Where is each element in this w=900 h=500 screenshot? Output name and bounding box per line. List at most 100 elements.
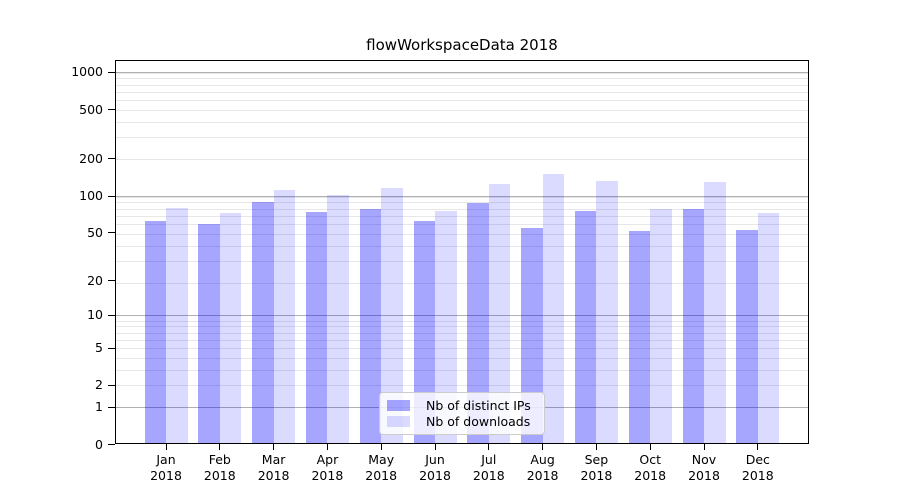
legend-swatch-ips-icon	[387, 399, 410, 411]
x-tick-month: Jun	[425, 452, 445, 467]
x-tick-mark	[380, 444, 382, 450]
x-tick-label: Jul 2018	[461, 452, 517, 484]
x-tick-label: May 2018	[353, 452, 409, 484]
legend-label-downloads: Nb of downloads	[426, 414, 531, 430]
bar-ips-mar	[252, 201, 274, 443]
grid-line-minor	[116, 202, 808, 204]
chart-title: flowWorkspaceData 2018	[366, 36, 558, 54]
grid-line-minor	[116, 121, 808, 123]
bar-ips-nov	[682, 209, 704, 443]
bar-downloads-may	[381, 188, 403, 443]
x-tick-year: 2018	[311, 468, 344, 483]
x-tick-mark	[488, 444, 490, 450]
y-tick-label: 500	[79, 101, 103, 117]
y-tick-mark	[108, 444, 115, 445]
bar-downloads-nov	[704, 182, 726, 443]
grid-line-minor	[116, 326, 808, 328]
x-tick-year: 2018	[365, 468, 398, 483]
y-tick-label: 100	[79, 188, 103, 203]
x-tick-month: Mar	[261, 452, 286, 467]
x-tick-label: Nov 2018	[676, 452, 732, 484]
bar-downloads-jul	[488, 184, 511, 443]
x-tick-year: 2018	[634, 468, 667, 483]
legend-label-distinct-ips: Nb of distinct IPs	[426, 397, 531, 413]
grid-line-minor	[116, 159, 808, 161]
bar-ips-oct	[628, 230, 651, 443]
bar-ips-jan	[144, 221, 166, 443]
x-tick-month: Feb	[208, 452, 231, 467]
x-tick-label: Sep 2018	[568, 452, 624, 484]
grid-line-minor	[116, 369, 808, 371]
y-tick-label: 1000	[71, 64, 103, 80]
x-tick-year: 2018	[257, 468, 290, 483]
bar-downloads-apr	[327, 194, 349, 443]
grid-line-major	[116, 315, 808, 317]
y-tick-mark	[108, 195, 115, 197]
bar-downloads-jan	[166, 207, 188, 443]
x-tick-mark	[219, 444, 221, 450]
grid-line-minor	[116, 196, 808, 198]
x-tick-year: 2018	[526, 468, 559, 483]
plot-area	[115, 60, 809, 444]
x-tick-year: 2018	[580, 468, 613, 483]
bar-downloads-oct	[650, 208, 672, 443]
bar-downloads-dec	[757, 213, 780, 443]
x-tick-mark	[165, 444, 167, 450]
grid-line-minor	[116, 332, 808, 334]
bar-ips-aug	[521, 227, 543, 443]
y-tick-mark	[108, 109, 115, 111]
x-tick-mark	[434, 444, 436, 450]
x-tick-mark	[649, 444, 651, 450]
x-tick-label: Dec 2018	[730, 452, 786, 484]
grid-line-minor	[116, 339, 808, 341]
x-tick-label: Jan 2018	[138, 452, 194, 484]
bar-ips-feb	[198, 224, 220, 443]
y-tick-label: 200	[79, 150, 103, 166]
bar-downloads-mar	[273, 189, 296, 443]
y-tick-label: 20	[87, 272, 103, 288]
x-tick-label: Feb 2018	[192, 452, 248, 484]
x-tick-year: 2018	[741, 468, 774, 483]
grid-line-minor	[116, 261, 808, 263]
x-tick-label: Oct 2018	[622, 452, 678, 484]
grid-line-major	[116, 196, 808, 197]
x-tick-label: Apr 2018	[299, 452, 355, 484]
y-tick-mark	[108, 280, 115, 281]
y-tick-mark	[108, 158, 115, 160]
bar-ips-may	[359, 209, 382, 443]
grid-line-minor	[116, 91, 808, 93]
y-tick-label: 50	[87, 224, 103, 240]
x-tick-month: Oct	[639, 452, 661, 467]
legend-item-distinct-ips: Nb of distinct IPs	[387, 398, 537, 413]
bar-ips-apr	[305, 212, 328, 443]
bar-downloads-sep	[596, 180, 618, 443]
grid-line-minor	[116, 233, 808, 235]
grid-line-minor	[116, 357, 808, 359]
y-tick-mark	[108, 406, 115, 408]
x-tick-mark	[757, 444, 759, 450]
grid-line-minor	[116, 348, 808, 349]
y-tick-mark	[108, 384, 115, 386]
bar-ips-dec	[736, 229, 758, 443]
y-tick-label: 1	[95, 399, 103, 415]
x-tick-mark	[595, 444, 597, 450]
grid-line-minor	[116, 100, 808, 101]
x-tick-month: Jul	[481, 452, 497, 467]
y-tick-mark	[108, 232, 115, 234]
y-tick-label: 0	[95, 436, 103, 452]
x-tick-mark	[542, 444, 544, 450]
x-tick-month: Nov	[691, 452, 717, 467]
grid-line-minor	[116, 109, 808, 111]
bar-downloads-aug	[542, 173, 565, 443]
bar-ips-jul	[467, 202, 489, 443]
x-tick-year: 2018	[472, 468, 505, 483]
x-tick-year: 2018	[688, 468, 720, 483]
y-tick-label: 10	[87, 307, 103, 323]
bar-downloads-feb	[219, 212, 242, 443]
x-tick-month: May	[368, 452, 395, 467]
legend-swatch-downloads-icon	[387, 416, 410, 428]
bar-ips-jun	[413, 221, 435, 443]
y-tick-label: 5	[95, 340, 103, 355]
x-tick-month: Apr	[316, 452, 339, 467]
